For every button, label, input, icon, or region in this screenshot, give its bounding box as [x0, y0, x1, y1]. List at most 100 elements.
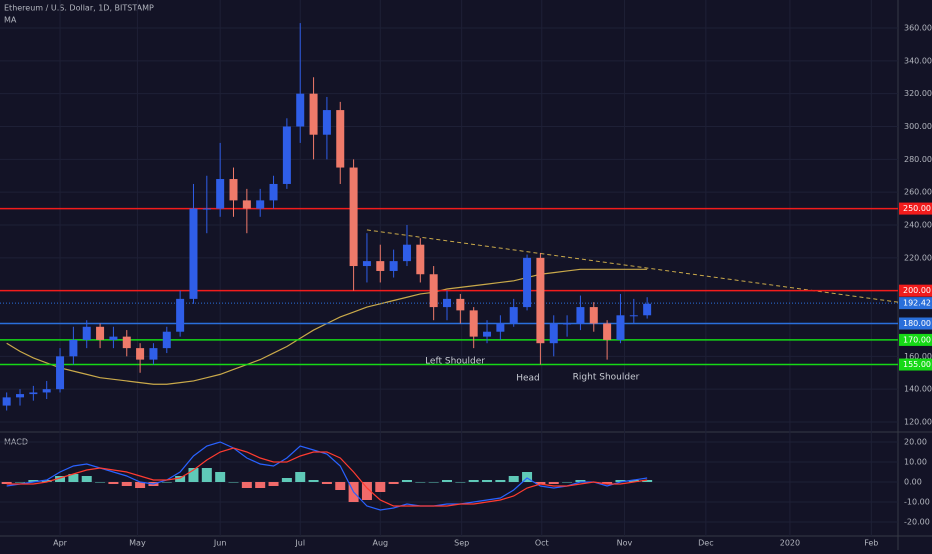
annotation: Right Shoulder	[573, 373, 640, 383]
level-label: 250.00	[903, 204, 931, 213]
level-label: 155.00	[903, 360, 931, 369]
candle-body	[256, 200, 265, 209]
candle-body	[309, 93, 318, 135]
y-tick-label: 300.00	[904, 122, 932, 131]
candle-body	[322, 110, 331, 135]
histogram-bar	[441, 480, 452, 482]
histogram-bar	[495, 480, 506, 482]
candle-body	[149, 348, 158, 360]
y2-tick-label: 10.00	[904, 458, 927, 467]
macd-line	[6, 441, 648, 511]
candle-body	[82, 326, 91, 340]
histogram-bar	[201, 468, 212, 482]
candle-body	[616, 315, 625, 340]
histogram-bar	[135, 482, 146, 488]
level-label: 170.00	[903, 335, 931, 344]
candle-body	[389, 261, 398, 271]
histogram-bar	[508, 476, 519, 482]
histogram-bar	[55, 476, 66, 482]
histogram-bar	[468, 480, 479, 482]
histogram-bar	[281, 478, 292, 482]
level-tag	[899, 333, 932, 346]
candle-body	[603, 323, 612, 340]
x-tick-label: Jul	[294, 539, 305, 548]
y2-tick-label: 0.00	[904, 478, 922, 487]
candle-body	[523, 257, 532, 308]
candle-body	[176, 298, 185, 332]
candle-body	[349, 167, 358, 267]
candle-body	[2, 397, 11, 406]
candle-body	[589, 307, 598, 324]
histogram-bar	[401, 480, 412, 482]
candle-body	[16, 394, 25, 398]
histogram-bar	[602, 482, 613, 484]
y-tick-label: 260.00	[904, 188, 932, 197]
histogram-bar	[188, 468, 199, 482]
candle-body	[456, 298, 465, 311]
histogram-bar	[335, 482, 346, 490]
histogram-bar	[175, 476, 186, 482]
candle-body	[216, 179, 225, 209]
x-tick-label: Oct	[535, 539, 549, 548]
candle-body	[629, 315, 638, 317]
level-tag	[899, 317, 932, 330]
histogram-bar	[642, 480, 653, 482]
annotation: Left Shoulder	[425, 357, 485, 367]
histogram-bar	[161, 482, 172, 483]
candle-body	[362, 261, 371, 267]
histogram-bar	[548, 482, 559, 484]
candle-body	[296, 93, 305, 127]
histogram-bar	[575, 480, 586, 482]
candle-body	[189, 208, 198, 299]
y2-tick-label: -10.00	[904, 498, 930, 507]
annotation: Head	[516, 374, 540, 384]
y-tick-label: 320.00	[904, 89, 932, 98]
y-tick-label: 220.00	[904, 253, 932, 262]
y-tick-label: 280.00	[904, 155, 932, 164]
candle-body	[282, 126, 291, 184]
histogram-bar	[628, 480, 639, 482]
histogram-bar	[615, 480, 626, 482]
histogram-bar	[228, 482, 239, 483]
histogram-bar	[215, 472, 226, 482]
candle-body	[509, 307, 518, 324]
histogram-bar	[308, 480, 319, 482]
last-price-tag	[899, 297, 932, 310]
candle-body	[229, 179, 238, 201]
level-label: 180.00	[903, 319, 931, 328]
histogram-bar	[1, 482, 12, 484]
histogram-bar	[28, 480, 39, 482]
histogram-bar	[255, 482, 266, 488]
x-tick-label: 2020	[780, 539, 800, 548]
candle-body	[376, 261, 385, 271]
y2-tick-label: -20.00	[904, 518, 930, 527]
signal-line	[6, 447, 648, 507]
level-tag	[899, 202, 932, 215]
indicator-label: MA	[4, 16, 17, 25]
histogram-bar	[321, 482, 332, 484]
x-tick-label: Nov	[617, 539, 633, 548]
x-tick-label: Sep	[454, 539, 469, 548]
candle-body	[469, 310, 478, 337]
candle-body	[336, 110, 345, 168]
candle-body	[536, 257, 545, 344]
x-tick-label: May	[129, 539, 146, 548]
candle-body	[29, 392, 38, 395]
x-tick-label: Aug	[372, 539, 388, 548]
histogram-bar	[428, 482, 439, 483]
histogram-bar	[375, 482, 386, 492]
candle-body	[122, 336, 131, 349]
x-tick-label: Jun	[213, 539, 227, 548]
candle-body	[96, 326, 105, 340]
candle-body	[56, 356, 65, 390]
histogram-bar	[15, 482, 26, 483]
candle-body	[69, 339, 78, 357]
histogram-bar	[121, 482, 132, 486]
histogram-bar	[108, 482, 119, 484]
candle-body	[242, 200, 251, 209]
candle-body	[136, 348, 145, 360]
candle-body	[416, 244, 425, 275]
y-tick-label: 140.00	[904, 385, 932, 394]
candle-body	[563, 323, 572, 325]
